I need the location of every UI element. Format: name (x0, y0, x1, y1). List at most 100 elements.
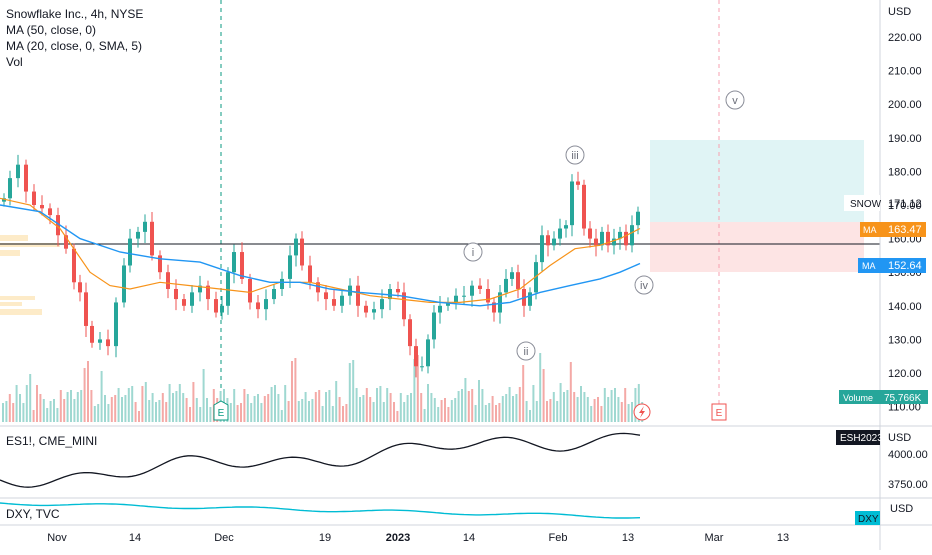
wave-label-i[interactable] (463, 242, 483, 262)
volume-bar (243, 389, 246, 422)
volume-bar (328, 390, 331, 422)
volume-bar (134, 402, 137, 422)
legend-ma-50[interactable]: MA (50, close, 0) (6, 23, 97, 37)
candle-body (106, 339, 110, 347)
candle-body (206, 285, 210, 300)
volume-bar (46, 408, 49, 422)
price-tick: 180.00 (888, 166, 922, 178)
candle-body (552, 238, 556, 246)
volume-bar (70, 390, 72, 422)
wave-label-iv[interactable] (634, 275, 654, 295)
earnings-marker-future-label: E (716, 408, 723, 419)
snow-badge-price: 171.12 (888, 198, 922, 210)
time-axis[interactable]: Nov 14 Dec 19 2023 14 Feb 13 Mar 13 (47, 532, 789, 544)
volume-badge-value: 75.766K (884, 393, 922, 404)
volume-bar (202, 369, 205, 422)
time-tick: 2023 (386, 532, 410, 544)
candle-body (636, 211, 640, 226)
ma-20-line[interactable] (0, 197, 641, 303)
candle-body (240, 252, 244, 279)
price-tick: 220.00 (888, 32, 922, 44)
volume-bar (522, 365, 525, 422)
volume-bar (127, 388, 130, 422)
es1-line[interactable] (0, 432, 641, 488)
volume-bar (566, 390, 569, 422)
volume-bar (263, 396, 266, 422)
volume-bar (233, 389, 236, 422)
main-pane-legend: Snowflake Inc., 4h, NYSE MA (50, close, … (6, 6, 143, 70)
candle-body (190, 292, 194, 306)
candle-body (388, 289, 392, 300)
volume-bar (590, 406, 593, 422)
symbol-title[interactable]: Snowflake Inc., 4h, NYSE (6, 7, 144, 21)
earnings-marker-future[interactable]: E (711, 403, 727, 421)
elliott-wave-labels[interactable]: i ii iii iv v (463, 90, 745, 361)
candle-body (618, 231, 622, 239)
volume-bar (569, 362, 572, 422)
candle-body (470, 285, 474, 296)
volume-bar (83, 368, 86, 422)
volume-bar (627, 404, 630, 422)
volume-bar (393, 402, 395, 422)
candle-body (612, 238, 616, 246)
wave-label-iii[interactable] (565, 145, 585, 165)
candle-body (32, 191, 36, 205)
candle-body (546, 235, 550, 246)
candle-body (564, 225, 568, 229)
volume-bar (284, 385, 287, 422)
volume-bar (121, 397, 123, 422)
volume-bar (532, 385, 535, 422)
long-position-loss-zone[interactable] (650, 222, 864, 272)
earnings-marker-past[interactable]: E (213, 400, 229, 421)
volume-bar (624, 388, 627, 422)
es-pane-axis[interactable]: ESH2023 USD 4000.00 3750.00 (836, 430, 928, 491)
volume-bar (114, 395, 117, 422)
dxy-pane-axis[interactable]: DXY USD (855, 503, 913, 525)
wave-label-i-text: i (472, 247, 474, 259)
volume-bar (158, 400, 161, 422)
volume-bar (481, 389, 484, 422)
es-pane-title[interactable]: ES1!, CME_MINI (6, 434, 98, 448)
volume-bar (270, 387, 273, 422)
candle-body (98, 339, 102, 343)
candle-body (122, 265, 126, 303)
time-tick: Nov (47, 532, 67, 544)
ma-50-line[interactable] (0, 204, 641, 307)
volume-bar (2, 403, 4, 422)
volume-bar (444, 398, 446, 422)
volume-bar (331, 406, 334, 422)
volume-bar (25, 385, 28, 422)
wave-label-v[interactable] (725, 90, 745, 110)
volume-bar (22, 403, 25, 422)
candle-body (540, 235, 544, 263)
candle-body (446, 302, 450, 306)
volume-bar (403, 402, 406, 422)
wave-label-ii[interactable] (516, 341, 536, 361)
volume-bar (59, 390, 62, 422)
dxy-pane-title[interactable]: DXY, TVC (6, 507, 60, 521)
volume-bar (583, 392, 586, 422)
volume-bar (297, 401, 300, 422)
volume-bar (586, 397, 589, 422)
candle-body (414, 346, 418, 367)
volume-bar (345, 404, 348, 422)
candle-body (528, 292, 532, 306)
volume-bar (631, 402, 633, 422)
price-tick: 210.00 (888, 66, 922, 78)
legend-ma-20[interactable]: MA (20, close, 0, SMA, 5) (6, 39, 143, 53)
volume-bar (389, 393, 392, 422)
price-tick: 190.00 (888, 133, 922, 145)
long-position-profit-zone[interactable] (650, 140, 864, 222)
volume-bar (637, 384, 640, 422)
es-badge: ESH2023 (840, 433, 883, 444)
dxy-line[interactable] (0, 502, 641, 519)
volume-bar (416, 355, 419, 422)
volume-bar (100, 371, 103, 422)
legend-volume[interactable]: Vol (6, 55, 23, 69)
volume-bar (87, 361, 89, 422)
flash-event-marker[interactable] (633, 403, 651, 421)
volume-bar (199, 407, 202, 422)
volume-bar (437, 407, 440, 422)
volume-bar (195, 398, 198, 422)
